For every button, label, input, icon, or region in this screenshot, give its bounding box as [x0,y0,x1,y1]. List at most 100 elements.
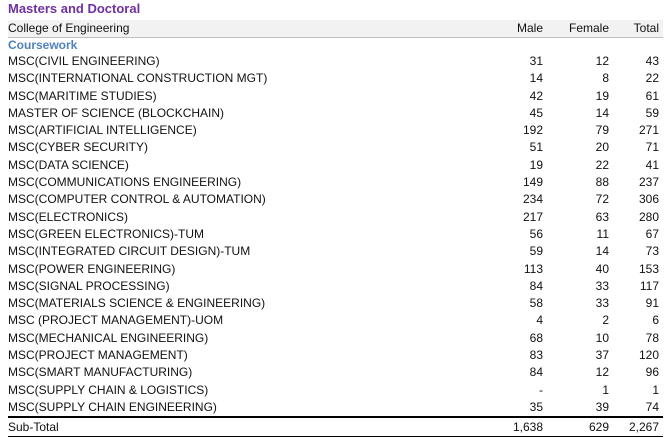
table-row: MSC(INTEGRATED CIRCUIT DESIGN)-TUM 59 14 73 [8,243,663,260]
total-count: 73 [645,244,659,259]
total-count: 22 [645,71,659,86]
program-name: MSC(MECHANICAL ENGINEERING) [8,330,209,345]
table-row: MSC(POWER ENGINEERING) 113 40 153 [8,261,663,278]
program-name: MSC(ARTIFICIAL INTELLIGENCE) [8,123,197,138]
female-count: 8 [602,71,609,86]
male-count: 4 [536,313,543,328]
male-count: 45 [529,105,543,120]
male-count: 217 [522,209,543,224]
table-row: MSC(INTERNATIONAL CONSTRUCTION MGT) 14 8 22 [8,70,663,87]
total-count: 67 [645,226,659,241]
female-column-header: Female [568,21,609,35]
female-count: 39 [595,399,609,414]
female-count: 14 [595,105,609,120]
program-name: MSC(CYBER SECURITY) [8,140,149,155]
female-count: 33 [595,278,609,293]
male-count: 68 [529,330,543,345]
table-row: MASTER OF SCIENCE (BLOCKCHAIN) 45 14 59 [8,105,663,122]
subtotal-male: 1,638 [512,420,543,434]
total-column-header: Total [633,21,659,35]
total-count: 43 [645,54,659,68]
table-row: MSC(SMART MANUFACTURING) 84 12 96 [8,364,663,381]
program-name: MSC(MARITIME STUDIES) [8,88,157,103]
female-count: 19 [595,88,609,103]
male-count: 35 [529,399,543,414]
female-count: 14 [595,244,609,259]
male-count: 14 [529,71,543,86]
table-row: MSC(CIVIL ENGINEERING) 31 12 43 [8,53,663,70]
total-count: 153 [638,261,659,276]
program-name: MSC(CIVIL ENGINEERING) [8,54,160,68]
enrollment-table: MSC(CIVIL ENGINEERING) 31 12 43 MSC(INTERNAT… [8,53,663,416]
subsection-title: Coursework [8,38,78,52]
female-count: 22 [595,157,609,172]
total-count: 1 [652,382,659,397]
table-row: MSC(ELECTRONICS) 217 63 280 [8,209,663,226]
male-count: - [539,382,543,397]
female-count: 79 [595,123,609,138]
female-count: 88 [595,175,609,190]
total-count: 280 [638,209,659,224]
table-row: MSC(DATA SCIENCE) 19 22 41 [8,157,663,174]
male-count: 83 [529,348,543,363]
table-row: MSC(SIGNAL PROCESSING) 84 33 117 [8,278,663,295]
program-name: MSC(POWER ENGINEERING) [8,261,176,276]
female-count: 37 [595,348,609,363]
table-row: MSC(CYBER SECURITY) 51 20 71 [8,139,663,156]
subtotal-total: 2,267 [628,420,659,434]
program-name: MSC(SUPPLY CHAIN ENGINEERING) [8,399,217,414]
male-count: 58 [529,296,543,311]
total-count: 74 [645,399,659,414]
total-count: 117 [639,278,659,293]
female-count: 12 [595,365,609,380]
program-name: MSC(SMART MANUFACTURING) [8,365,193,380]
program-name: MSC(COMPUTER CONTROL & AUTOMATION) [8,192,266,207]
subtotal-row: Sub-Total 1,638 629 2,267 [8,416,663,437]
table-row: MSC (PROJECT MANAGEMENT)-UOM 4 2 6 [8,312,663,329]
program-name: MSC(SIGNAL PROCESSING) [8,278,170,293]
total-count: 96 [645,365,659,380]
program-name: MSC (PROJECT MANAGEMENT)-UOM [8,313,224,328]
female-count: 33 [595,296,609,311]
total-count: 78 [645,330,659,345]
table-row: MSC(GREEN ELECTRONICS)-TUM 56 11 67 [8,226,663,243]
female-count: 1 [602,382,609,397]
table-row: MSC(COMPUTER CONTROL & AUTOMATION) 234 72 3… [8,191,663,208]
table-row: MSC(COMMUNICATIONS ENGINEERING) 149 88 237 [8,174,663,191]
program-name: MSC(MATERIALS SCIENCE & ENGINEERING) [8,296,266,311]
total-count: 6 [652,313,659,328]
male-count: 42 [529,88,543,103]
college-header: College of Engineering [8,21,130,35]
male-count: 56 [529,226,543,241]
program-name: MSC(GREEN ELECTRONICS)-TUM [8,226,205,241]
male-count: 51 [529,140,543,155]
female-count: 12 [595,54,609,68]
male-count: 149 [522,175,543,190]
total-count: 41 [645,157,659,172]
section-title: Masters and Doctoral [8,1,141,16]
total-count: 120 [638,348,659,363]
table-row: MSC(PROJECT MANAGEMENT) 83 37 120 [8,347,663,364]
program-name: MSC(ELECTRONICS) [8,209,129,224]
program-name: MASTER OF SCIENCE (BLOCKCHAIN) [8,105,225,120]
total-count: 71 [645,140,659,155]
female-count: 10 [595,330,609,345]
female-count: 2 [602,313,609,328]
subtotal-label: Sub-Total [8,420,59,434]
male-count: 113 [523,261,543,276]
female-count: 40 [595,261,609,276]
male-count: 19 [529,157,543,172]
female-count: 20 [595,140,609,155]
table-row: MSC(MARITIME STUDIES) 42 19 61 [8,88,663,105]
program-name: MSC(INTERNATIONAL CONSTRUCTION MGT) [8,71,268,86]
total-count: 91 [645,296,659,311]
table-row: MSC(ARTIFICIAL INTELLIGENCE) 192 79 271 [8,122,663,139]
male-count: 59 [529,244,543,259]
subtotal-female: 629 [588,420,609,434]
program-name: MSC(SUPPLY CHAIN & LOGISTICS) [8,382,209,397]
total-count: 237 [638,175,659,190]
table-row: MSC(SUPPLY CHAIN ENGINEERING) 35 39 74 [8,399,663,416]
table-row: MSC(SUPPLY CHAIN & LOGISTICS) - 1 1 [8,382,663,399]
male-count: 234 [522,192,543,207]
program-name: MSC(DATA SCIENCE) [8,157,129,172]
